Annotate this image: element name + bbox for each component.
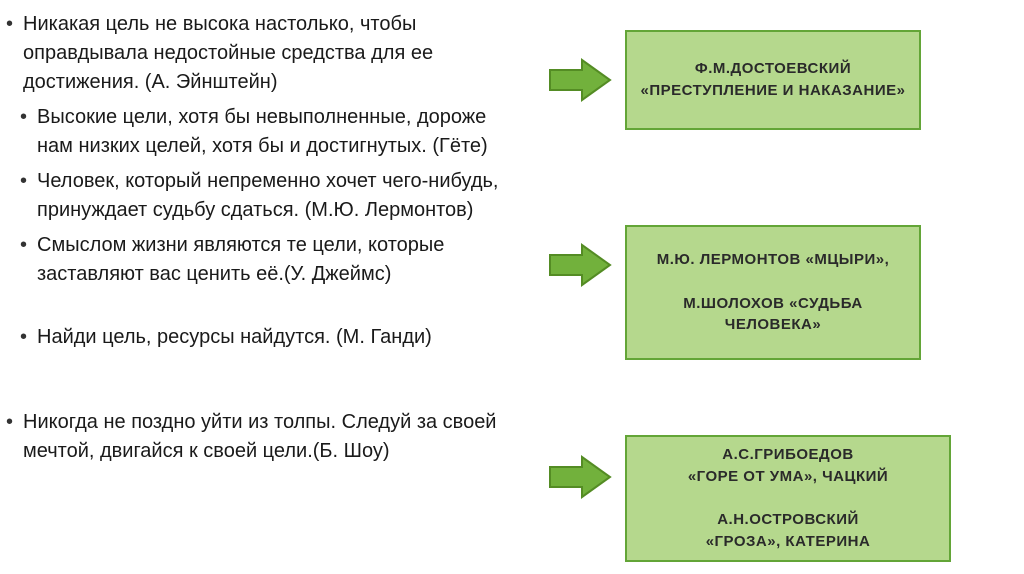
quote-text: Никакая цель не высока настолько, чтобы … xyxy=(23,10,520,97)
quote-text: Найди цель, ресурсы найдутся. (М. Ганди) xyxy=(37,323,432,352)
quote-item: • Смыслом жизни являются те цели, которы… xyxy=(0,231,520,289)
quotes-column: • Никакая цель не высока настолько, чтоб… xyxy=(0,10,520,472)
reference-box: Ф.М.ДОСТОЕВСКИЙ «ПРЕСТУПЛЕНИЕ И НАКАЗАНИ… xyxy=(625,30,921,130)
arrow-icon xyxy=(548,58,612,107)
quote-item: • Никакая цель не высока настолько, чтоб… xyxy=(0,10,520,97)
bullet-icon: • xyxy=(20,231,27,259)
quote-item: • Высокие цели, хотя бы невыполненные, д… xyxy=(0,103,520,161)
bullet-icon: • xyxy=(6,10,13,38)
reference-box: А.С.ГРИБОЕДОВ «ГОРЕ ОТ УМА», ЧАЦКИЙ А.Н.… xyxy=(625,435,951,562)
quote-text: Никогда не поздно уйти из толпы. Следуй … xyxy=(23,408,520,466)
quote-text: Высокие цели, хотя бы невыполненные, дор… xyxy=(37,103,520,161)
bullet-icon: • xyxy=(20,323,27,351)
quote-item: • Найди цель, ресурсы найдутся. (М. Ганд… xyxy=(0,323,520,352)
reference-box: М.Ю. ЛЕРМОНТОВ «МЦЫРИ», М.ШОЛОХОВ «СУДЬБ… xyxy=(625,225,921,360)
quote-item: • Человек, который непременно хочет чего… xyxy=(0,167,520,225)
quote-text: Смыслом жизни являются те цели, которые … xyxy=(37,231,520,289)
quote-text: Человек, который непременно хочет чего-н… xyxy=(37,167,520,225)
bullet-icon: • xyxy=(20,103,27,131)
bullet-icon: • xyxy=(6,408,13,436)
arrow-icon xyxy=(548,243,612,292)
quote-item: • Никогда не поздно уйти из толпы. Следу… xyxy=(0,408,520,466)
arrow-icon xyxy=(548,455,612,504)
bullet-icon: • xyxy=(20,167,27,195)
